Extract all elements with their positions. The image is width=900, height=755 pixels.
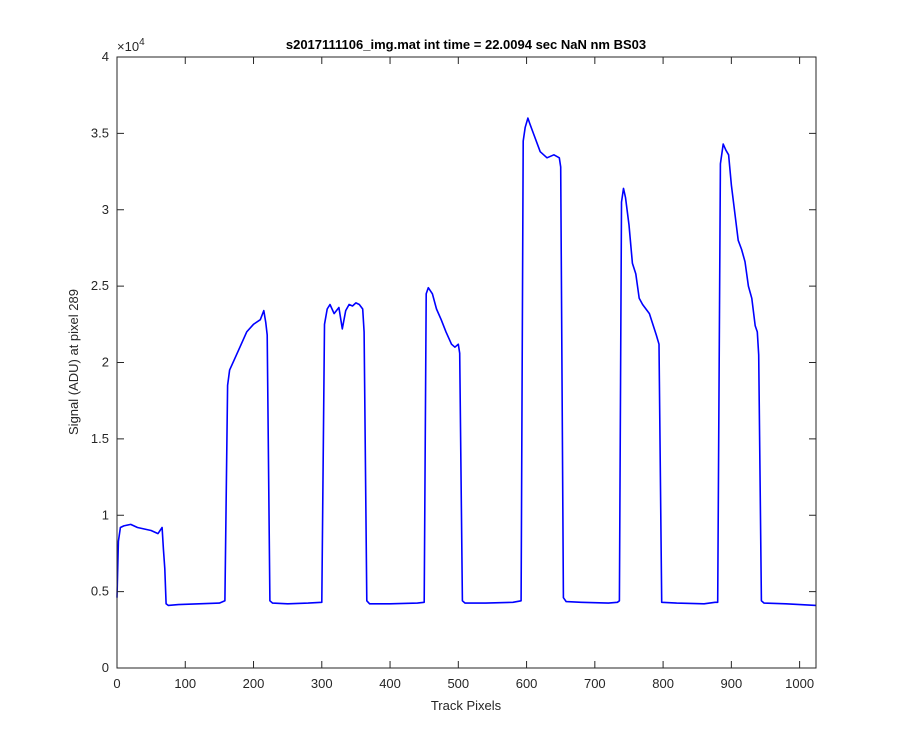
y-tick-label: 4 (102, 49, 109, 64)
y-tick-label: 2.5 (91, 278, 109, 293)
x-tick-label: 400 (379, 676, 401, 691)
y-tick-label: 1 (102, 507, 109, 522)
x-tick-label: 500 (447, 676, 469, 691)
x-axis-title: Track Pixels (431, 698, 502, 713)
tick-layer: 0 100 200 300 400 500 600 700 800 900 1000 0 0.5 1 1.5… (91, 49, 816, 691)
y-tick-label: 3 (102, 202, 109, 217)
x-tick-label: 700 (584, 676, 606, 691)
x-tick-label: 100 (174, 676, 196, 691)
x-tick-label: 1000 (785, 676, 814, 691)
x-tick-label: 300 (311, 676, 333, 691)
y-tick-label: 0.5 (91, 584, 109, 599)
y-tick-label: 0 (102, 660, 109, 675)
x-tick-label: 600 (516, 676, 538, 691)
y-exponent-power: 4 (139, 37, 145, 48)
x-tick-label: 800 (652, 676, 674, 691)
y-exponent-base: ×10 (117, 39, 139, 54)
x-tick-label: 0 (113, 676, 120, 691)
series-layer (116, 117, 817, 607)
y-tick-label: 2 (102, 355, 109, 370)
y-tick-label: 1.5 (91, 431, 109, 446)
plot-area (117, 57, 816, 668)
chart-title: s2017111106_img.mat int time = 22.0094 s… (286, 37, 646, 52)
series-line (116, 117, 817, 607)
y-tick-label: 3.5 (91, 125, 109, 140)
y-axis-title: Signal (ADU) at pixel 289 (66, 289, 81, 435)
x-tick-label: 200 (243, 676, 265, 691)
y-exponent-label: ×104 (117, 37, 145, 54)
x-tick-label: 900 (721, 676, 743, 691)
